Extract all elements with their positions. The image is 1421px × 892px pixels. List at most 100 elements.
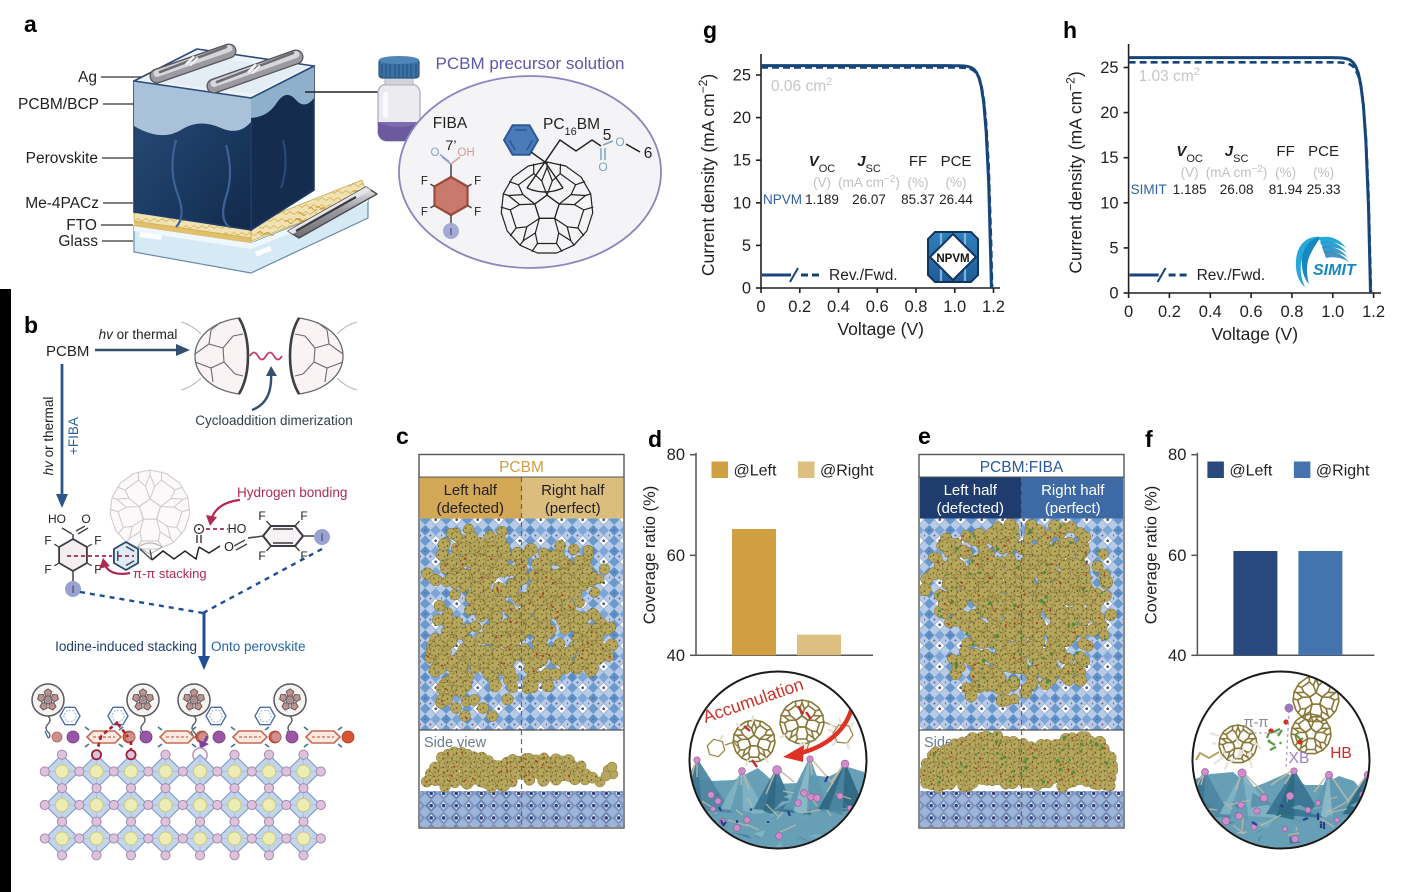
svg-text:1.189: 1.189 [805,192,839,207]
svg-text:+FIBA: +FIBA [66,417,81,455]
svg-text:80: 80 [667,446,685,464]
svg-text:5: 5 [603,127,612,144]
svg-text:F: F [258,549,265,563]
svg-text:π-π: π-π [1244,715,1269,731]
svg-text:15: 15 [733,152,751,170]
svg-text:Onto perovskite: Onto perovskite [211,639,306,654]
svg-text:NPVM: NPVM [936,253,969,265]
svg-text:Current density (mA cm−2): Current density (mA cm−2) [1064,71,1086,273]
svg-text:PCE: PCE [1308,143,1339,160]
svg-text:f: f [1145,426,1153,452]
svg-text:(%): (%) [1275,165,1296,180]
svg-text:(perfect): (perfect) [545,500,601,517]
svg-text:(%): (%) [1313,165,1334,180]
svg-text:O: O [431,147,440,159]
svg-text:(perfect): (perfect) [1045,500,1101,517]
svg-text:Rev./Fwd.: Rev./Fwd. [829,267,898,284]
svg-text:HO: HO [48,512,66,526]
svg-text:(defected): (defected) [436,500,504,517]
svg-text:HO: HO [228,522,247,536]
svg-text:26.44: 26.44 [939,192,973,207]
svg-text:e: e [918,423,931,449]
svg-text:FIBA: FIBA [433,115,468,132]
svg-text:(V): (V) [1181,165,1199,180]
svg-text:(defected): (defected) [936,500,1004,517]
svg-text:NPVM: NPVM [763,192,802,207]
svg-text:F: F [421,176,428,188]
svg-text:Voltage (V): Voltage (V) [1211,324,1298,344]
svg-text:40: 40 [1168,647,1186,665]
svg-text:20: 20 [733,109,751,127]
svg-text:@Right: @Right [1316,463,1370,480]
svg-text:Rev./Fwd.: Rev./Fwd. [1197,267,1266,284]
svg-text:(V): (V) [813,175,831,190]
svg-text:Left half: Left half [944,482,998,499]
svg-text:FTO: FTO [66,217,97,234]
svg-text:d: d [648,426,662,452]
svg-text:PCBM: PCBM [46,343,89,360]
svg-text:0: 0 [1124,303,1133,321]
svg-text:O: O [81,512,90,526]
svg-text:I: I [320,532,323,544]
svg-text:hv or thermal: hv or thermal [41,397,56,476]
svg-text:π-π stacking: π-π stacking [133,566,207,581]
svg-text:1.185: 1.185 [1173,182,1207,197]
svg-text:60: 60 [1168,547,1186,565]
svg-text:1.03 cm2: 1.03 cm2 [1139,66,1200,85]
svg-text:@Right: @Right [820,463,874,480]
svg-text:25: 25 [733,67,751,85]
svg-text:Coverage ratio (%): Coverage ratio (%) [1142,486,1160,624]
svg-text:a: a [24,11,37,37]
svg-text:26.08: 26.08 [1220,182,1254,197]
svg-text:SIMIT: SIMIT [1131,182,1167,197]
svg-text:F: F [44,562,51,576]
svg-text:(%): (%) [908,175,929,190]
svg-text:FF: FF [909,153,927,170]
svg-text:(%): (%) [946,175,967,190]
svg-text:0.06 cm2: 0.06 cm2 [771,76,832,95]
svg-text:PCE: PCE [941,153,972,170]
svg-text:Coverage ratio (%): Coverage ratio (%) [641,486,659,624]
svg-text:Right half: Right half [541,482,605,499]
svg-text:Cycloaddition dimerization: Cycloaddition dimerization [195,413,353,428]
svg-text:0.6: 0.6 [866,298,889,316]
svg-text:PCBM/BCP: PCBM/BCP [18,96,99,113]
svg-text:h: h [1063,17,1077,43]
svg-text:@Left: @Left [1229,463,1272,480]
svg-text:0.2: 0.2 [788,298,811,316]
svg-text:Right half: Right half [1041,482,1105,499]
svg-text:0: 0 [756,298,765,316]
svg-text:0.2: 0.2 [1158,303,1181,321]
svg-text:F: F [474,206,481,218]
svg-text:Ag: Ag [78,69,97,86]
svg-text:25.33: 25.33 [1307,182,1341,197]
svg-text:15: 15 [1100,149,1118,167]
svg-text:0: 0 [742,280,751,298]
svg-text:JSC: JSC [857,153,881,175]
svg-text:PCBM precursor solution: PCBM precursor solution [436,54,625,73]
svg-text:HB: HB [1330,745,1352,762]
svg-text:5: 5 [1109,239,1118,257]
svg-text:F: F [94,534,101,548]
svg-text:F: F [258,509,265,523]
svg-text:Voltage (V): Voltage (V) [837,319,924,339]
svg-text:F: F [44,534,51,548]
svg-text:O: O [615,135,624,149]
svg-text:0: 0 [1109,285,1118,303]
svg-text:10: 10 [733,194,751,212]
svg-text:c: c [396,423,409,449]
svg-text:0.8: 0.8 [905,298,928,316]
svg-text:0.6: 0.6 [1240,303,1263,321]
svg-text:1.0: 1.0 [943,298,966,316]
svg-text:PC16BM: PC16BM [543,116,600,138]
svg-text:g: g [703,17,717,43]
svg-text:7’: 7’ [446,137,457,153]
svg-text:I: I [71,584,74,596]
svg-text:80: 80 [1168,446,1186,464]
svg-text:81.94: 81.94 [1269,182,1303,197]
svg-text:60: 60 [667,547,685,565]
svg-text:25: 25 [1100,59,1118,77]
svg-text:1.0: 1.0 [1321,303,1344,321]
svg-text:F: F [421,206,428,218]
svg-text:F: F [94,562,101,576]
